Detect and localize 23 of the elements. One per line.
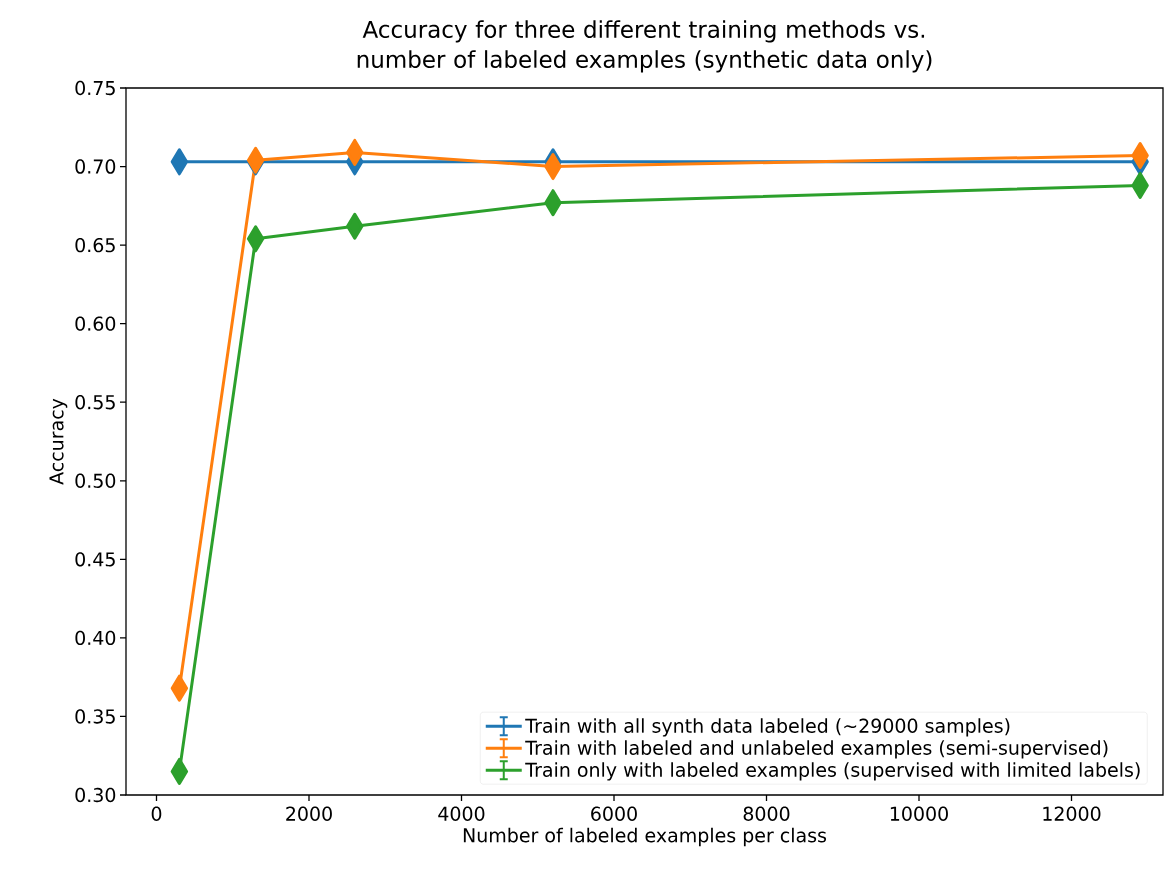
y-tick-label: 0.55 — [75, 395, 115, 410]
y-tick-label: 0.65 — [75, 237, 115, 253]
x-tick-label: 10000 — [890, 806, 948, 821]
chart-title: Accuracy for three different training methods vs. number of labeled examples (synthetic data only) — [357, 20, 932, 73]
y-tick-label: 0.75 — [75, 80, 115, 96]
x-tick-label: 0 — [151, 806, 162, 821]
y-axis-title: Accuracy — [49, 398, 68, 485]
y-tick-label: 0.45 — [75, 552, 115, 567]
x-tick-label: 12000 — [1043, 806, 1101, 821]
y-tick-label: 0.50 — [75, 473, 116, 488]
y-tick-label: 0.30 — [75, 787, 116, 803]
y-tick-label: 0.60 — [75, 316, 116, 331]
x-axis-title: Number of labeled examples per class — [463, 827, 827, 847]
y-tick-label: 0.35 — [75, 709, 115, 724]
legend-label: Train only with labeled examples (supervised with limited labels) — [525, 762, 1140, 781]
y-tick-label: 0.40 — [75, 630, 116, 646]
legend-label: Train with all synth data labeled (~29000 samples) — [525, 718, 1010, 737]
x-tick-label: 8000 — [743, 806, 790, 821]
x-tick-label: 4000 — [438, 806, 485, 821]
x-tick-label: 2000 — [286, 806, 332, 821]
y-tick-label: 0.70 — [75, 159, 116, 174]
legend-label: Train with labeled and unlabeled examples (semi-supervised) — [525, 740, 1108, 759]
x-tick-label: 6000 — [591, 806, 637, 821]
